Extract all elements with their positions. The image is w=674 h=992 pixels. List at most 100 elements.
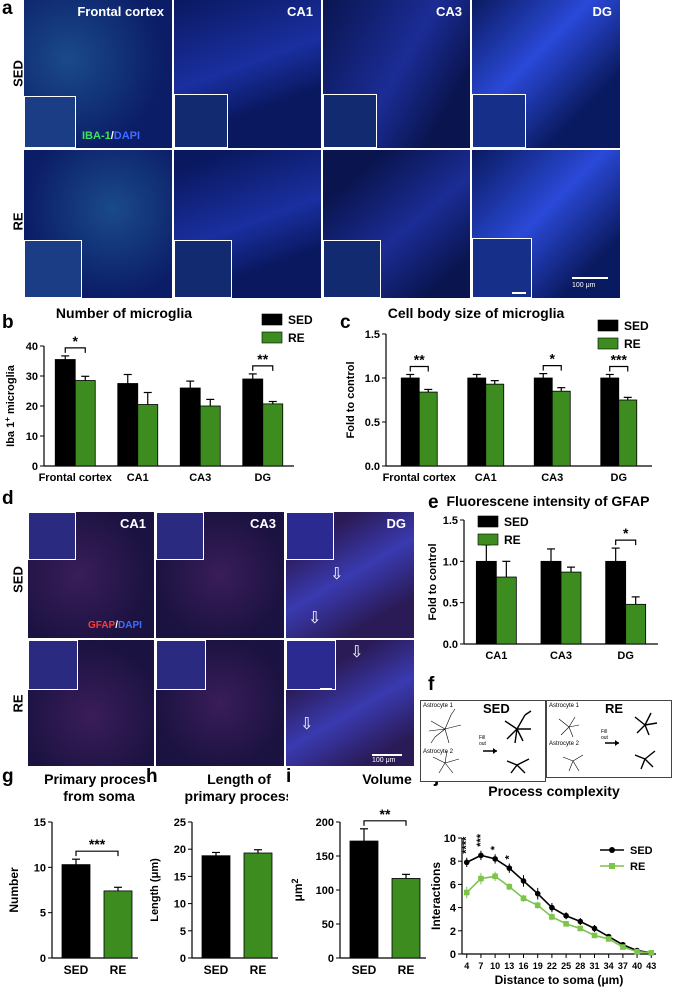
inset — [323, 94, 377, 148]
data-point — [463, 889, 470, 896]
data-point — [563, 921, 569, 927]
legend-marker — [609, 847, 615, 853]
bar — [533, 377, 553, 467]
y-tick-label: 0 — [180, 953, 186, 965]
bar — [54, 359, 76, 467]
chart-title: Number of microglia — [56, 305, 192, 321]
micrograph-d-sed-dg: DG ⇩ ⇩ — [286, 512, 414, 638]
scale-bar-label-a: 100 μm — [572, 282, 596, 289]
inset — [24, 240, 82, 298]
inset — [28, 640, 78, 690]
x-tick-label: 43 — [646, 961, 656, 971]
tracing-box-sed: Astrocyte 1 SED Astrocyte 2 Fill out — [420, 700, 546, 782]
significance-bracket — [409, 365, 429, 372]
inset — [24, 96, 76, 148]
x-tick-label: CA3 — [541, 472, 563, 484]
micrograph-a-sed-ca3: CA3 — [323, 0, 470, 148]
y-tick-label: 0.5 — [443, 598, 458, 610]
inset — [286, 640, 336, 690]
y-tick-label: 40 — [26, 341, 38, 353]
x-tick-label: DG — [255, 472, 272, 484]
astrocyte-tracing-sed — [428, 708, 532, 774]
panel-label-f: f — [428, 674, 435, 695]
tracing-title-sed: SED — [483, 701, 510, 716]
x-tick-label: 16 — [519, 961, 529, 971]
data-point — [563, 912, 569, 919]
arrow-down-icon: ⇩ — [308, 610, 322, 627]
micrograph-a-re-frontal — [24, 150, 172, 298]
bar — [103, 890, 133, 959]
astrocyte-1-label: Astrocyte 1 — [423, 703, 454, 709]
inset — [28, 512, 76, 560]
y-axis-label: μm2 — [290, 878, 305, 901]
chart-subtitle: from soma — [63, 788, 135, 804]
arrow-down-icon: ⇩ — [350, 644, 364, 661]
significance-bracket — [64, 347, 86, 353]
chart-number-of-microglia: Number of microglia 0 10 20 30 40 Frontal cort… — [3, 305, 313, 484]
data-point — [549, 914, 555, 920]
inset — [472, 94, 526, 148]
x-tick-label: CA1 — [475, 472, 497, 484]
significance-label: * — [550, 351, 556, 367]
panel-label-c: c — [340, 312, 351, 333]
significance-bracket — [615, 539, 637, 546]
inset — [174, 240, 232, 298]
panel-label-g: g — [2, 766, 14, 787]
bar — [618, 399, 638, 467]
x-tick-label: DG — [611, 472, 628, 484]
legend-label: SED — [288, 313, 313, 327]
x-tick-label: 34 — [604, 961, 614, 971]
bar — [117, 383, 139, 467]
y-tick-label: 10 — [174, 899, 186, 911]
data-point — [478, 852, 484, 859]
x-tick-label: RE — [110, 963, 127, 977]
inset-scale-bar — [512, 292, 526, 294]
bar — [540, 560, 562, 645]
y-axis-label: Fold to control — [345, 362, 357, 439]
significance-label: *** — [475, 833, 487, 847]
micrograph-a-re-ca3 — [323, 150, 470, 298]
row-label-sed-d: SED — [10, 566, 26, 593]
inset — [323, 240, 381, 298]
data-point — [534, 902, 541, 909]
significance-label: *** — [89, 836, 106, 852]
bar — [495, 576, 517, 645]
y-tick-label: 1.5 — [365, 329, 380, 341]
significance-label: * — [73, 333, 79, 349]
inset — [174, 94, 228, 148]
data-point — [549, 904, 555, 911]
x-tick-label: CA1 — [127, 472, 149, 484]
bar — [179, 387, 201, 467]
inset — [472, 238, 532, 298]
y-tick-label: 150 — [316, 851, 334, 863]
data-point — [648, 950, 655, 956]
x-tick-label: CA3 — [189, 472, 211, 484]
tile-title: DG — [386, 516, 407, 531]
panel-label-h: h — [146, 766, 158, 787]
data-point — [478, 875, 484, 882]
micrograph-a-re-ca1 — [174, 150, 321, 298]
chart-gfap-intensity: Fluorescene intensity of GFAP 0.0 0.5 1.0 1.… — [427, 493, 658, 662]
y-tick-label: 6 — [450, 879, 456, 891]
legend-swatch — [477, 515, 499, 528]
panel-label-i: i — [286, 766, 292, 787]
legend-label: RE — [288, 331, 305, 345]
significance-label: ** — [257, 351, 268, 367]
significance-bracket — [609, 365, 629, 372]
micrograph-d-re-ca3 — [156, 640, 284, 766]
y-axis-label: Number — [7, 867, 21, 913]
micrograph-d-re-ca1 — [28, 640, 154, 766]
legend-label: SED — [630, 845, 653, 857]
chart-title: Length of — [207, 771, 271, 787]
stain-legend-d: GFAP/DAPI — [88, 620, 142, 631]
stain-legend-a: IBA-1/DAPI — [82, 130, 141, 142]
x-tick-label: RE — [250, 963, 267, 977]
x-tick-label: Frontal cortex — [39, 472, 113, 484]
data-point — [591, 925, 598, 932]
y-tick-label: 20 — [174, 844, 186, 856]
y-tick-label: 100 — [316, 885, 334, 897]
significance-label: **** — [461, 836, 473, 854]
significance-bracket — [542, 365, 562, 371]
y-tick-label: 50 — [322, 919, 334, 931]
